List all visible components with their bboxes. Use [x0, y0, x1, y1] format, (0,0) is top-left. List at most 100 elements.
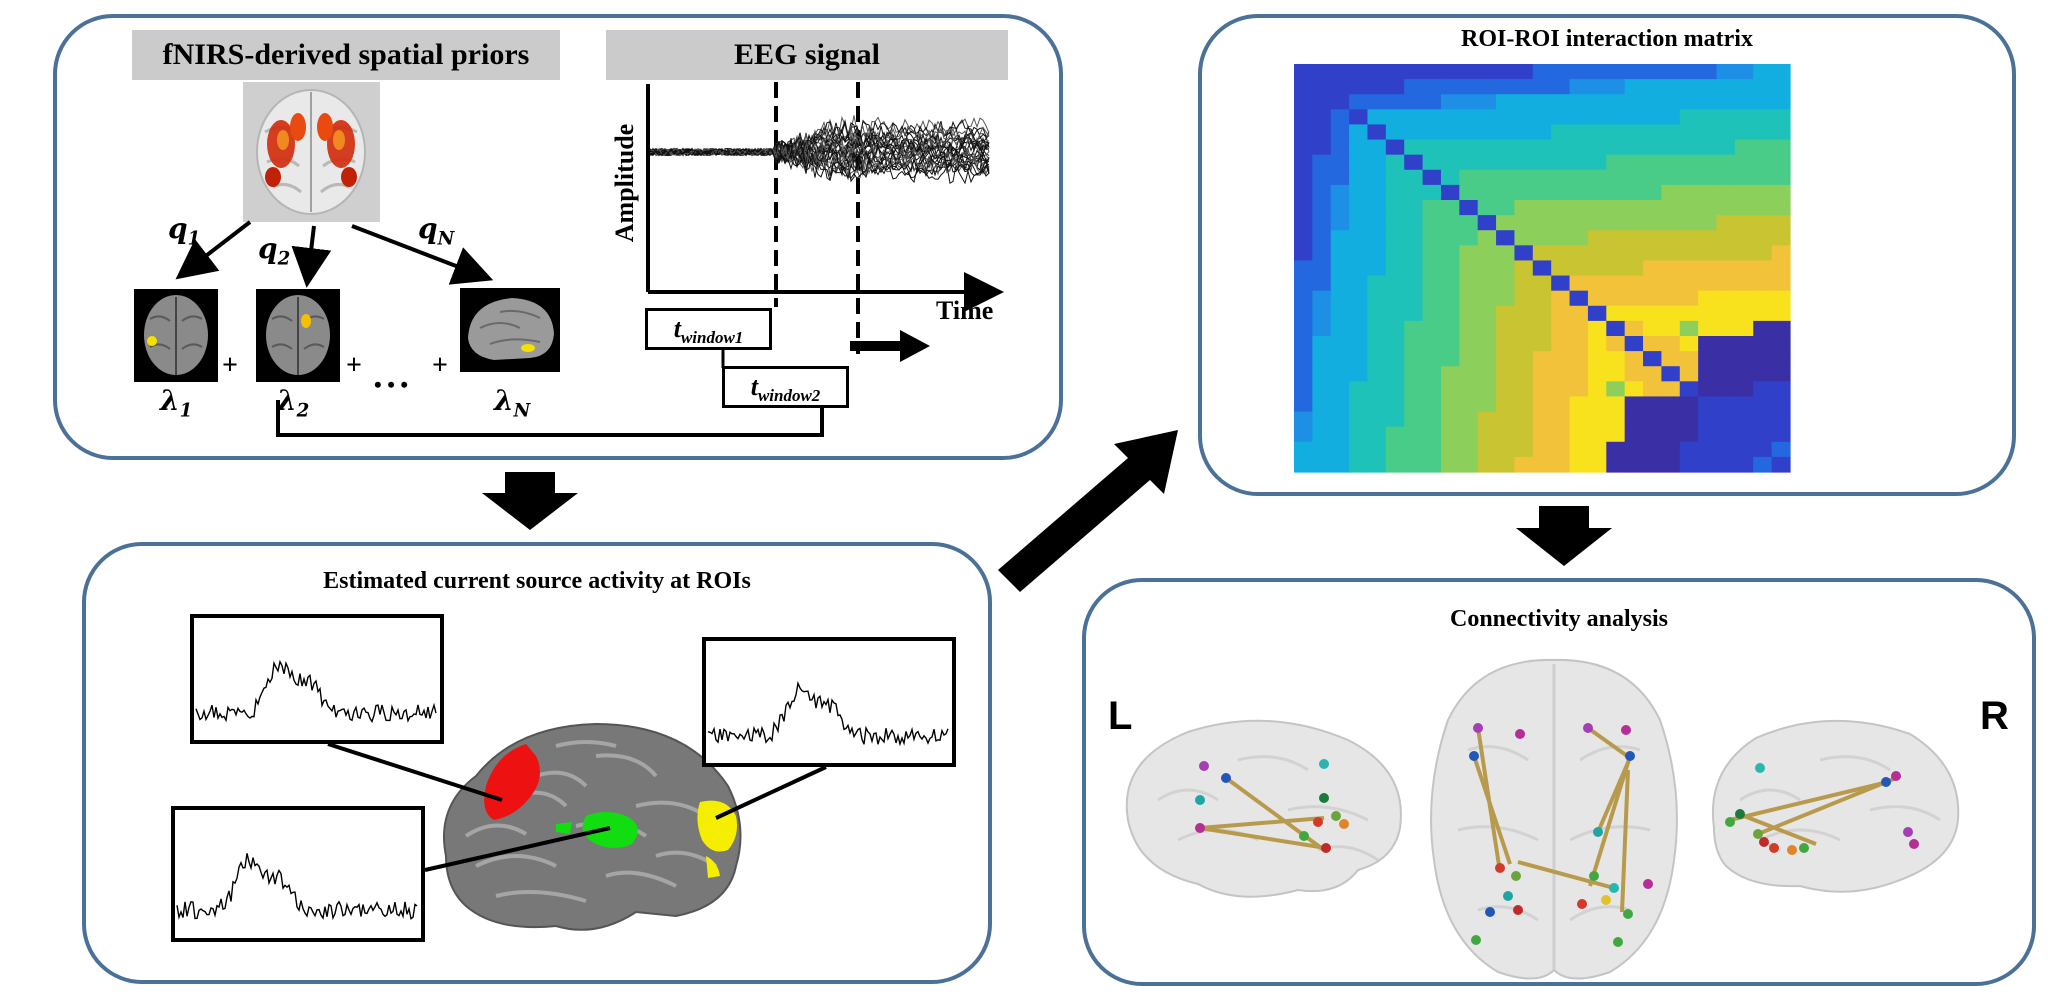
- matrix-cell: [1698, 381, 1718, 398]
- roi-trace-line: [176, 853, 418, 921]
- matrix-cell: [1349, 169, 1369, 186]
- matrix-cell: [1716, 154, 1736, 171]
- matrix-cell: [1404, 260, 1424, 277]
- matrix-cell: [1569, 79, 1589, 95]
- matrix-cell: [1771, 94, 1791, 110]
- matrix-cell: [1716, 245, 1736, 262]
- matrix-cell: [1606, 154, 1626, 171]
- matrix-cell: [1716, 260, 1736, 277]
- matrix-cell: [1532, 64, 1552, 80]
- matrix-cell: [1587, 169, 1607, 186]
- q2-label: q2: [258, 232, 291, 270]
- matrix-cell: [1587, 245, 1607, 262]
- matrix-cell: [1349, 351, 1369, 367]
- matrix-cell: [1606, 215, 1626, 231]
- matrix-cell: [1330, 109, 1350, 126]
- matrix-cell: [1753, 200, 1773, 216]
- matrix-cell: [1422, 320, 1442, 337]
- matrix-cell: [1587, 124, 1607, 141]
- matrix-cell: [1367, 169, 1387, 186]
- matrix-cell: [1624, 320, 1644, 337]
- matrix-cell: [1661, 336, 1681, 352]
- matrix-cell: [1606, 275, 1626, 292]
- matrix-cell: [1459, 64, 1479, 80]
- matrix-cell: [1698, 336, 1718, 352]
- matrix-cell: [1734, 245, 1754, 262]
- matrix-cell: [1312, 290, 1332, 307]
- matrix-cell: [1367, 94, 1387, 110]
- matrix-cell: [1477, 260, 1497, 277]
- matrix-cell: [1440, 456, 1460, 473]
- matrix-cell: [1569, 336, 1589, 352]
- matrix-cell: [1661, 351, 1681, 367]
- matrix-cell: [1440, 290, 1460, 307]
- matrix-cell: [1349, 245, 1369, 262]
- matrix-cell: [1679, 139, 1699, 156]
- matrix-cell: [1404, 154, 1424, 171]
- matrix-cell: [1294, 64, 1313, 80]
- matrix-cell: [1459, 381, 1479, 398]
- matrix-cell: [1643, 109, 1663, 126]
- matrix-cell: [1385, 366, 1405, 382]
- matrix-cell: [1551, 305, 1571, 322]
- matrix-cell: [1404, 64, 1424, 80]
- matrix-cell: [1496, 320, 1516, 337]
- matrix-cell: [1716, 200, 1736, 216]
- matrix-cell: [1312, 109, 1332, 126]
- matrix-cell: [1587, 275, 1607, 292]
- matrix-cell: [1422, 124, 1442, 141]
- matrix-cell: [1716, 64, 1736, 80]
- matrix-cell: [1440, 109, 1460, 126]
- matrix-cell: [1569, 275, 1589, 292]
- matrix-cell: [1514, 154, 1534, 171]
- matrix-cell: [1661, 411, 1681, 428]
- matrix-cell: [1312, 245, 1332, 262]
- matrix-cell: [1771, 230, 1791, 246]
- matrix-cell: [1532, 456, 1552, 473]
- matrix-cell: [1477, 290, 1497, 307]
- matrix-cell: [1514, 79, 1534, 95]
- matrix-cell: [1698, 230, 1718, 246]
- matrix-cell: [1716, 184, 1736, 201]
- plus-1: +: [222, 350, 238, 381]
- matrix-cell: [1679, 426, 1699, 443]
- matrix-cell: [1367, 320, 1387, 337]
- matrix-cell: [1312, 366, 1332, 382]
- matrix-cell: [1624, 200, 1644, 216]
- matrix-cell: [1771, 320, 1791, 337]
- matrix-cell: [1679, 230, 1699, 246]
- matrix-cell: [1367, 275, 1387, 292]
- matrix-cell: [1385, 290, 1405, 307]
- matrix-cell: [1606, 426, 1626, 443]
- matrix-cell: [1734, 215, 1754, 231]
- matrix-cell: [1459, 351, 1479, 367]
- matrix-cell: [1771, 154, 1791, 171]
- matrix-cell: [1734, 124, 1754, 141]
- matrix-cell: [1440, 184, 1460, 201]
- matrix-cell: [1459, 169, 1479, 186]
- matrix-cell: [1753, 260, 1773, 277]
- matrix-cell: [1716, 305, 1736, 322]
- matrix-cell: [1440, 200, 1460, 216]
- matrix-cell: [1587, 456, 1607, 473]
- matrix-cell: [1330, 351, 1350, 367]
- matrix-cell: [1661, 426, 1681, 443]
- matrix-cell: [1294, 260, 1313, 277]
- matrix-cell: [1496, 290, 1516, 307]
- matrix-cell: [1569, 290, 1589, 307]
- matrix-cell: [1514, 441, 1534, 458]
- matrix-cell: [1753, 109, 1773, 126]
- matrix-cell: [1679, 215, 1699, 231]
- roi-trace-line: [195, 659, 437, 724]
- matrix-cell: [1422, 305, 1442, 322]
- matrix-cell: [1679, 109, 1699, 126]
- matrix-cell: [1440, 396, 1460, 413]
- matrix-cell: [1624, 64, 1644, 80]
- matrix-cell: [1716, 426, 1736, 443]
- matrix-cell: [1606, 351, 1626, 367]
- matrix-cell: [1698, 139, 1718, 156]
- matrix-cell: [1514, 184, 1534, 201]
- matrix-cell: [1551, 154, 1571, 171]
- matrix-cell: [1753, 94, 1773, 110]
